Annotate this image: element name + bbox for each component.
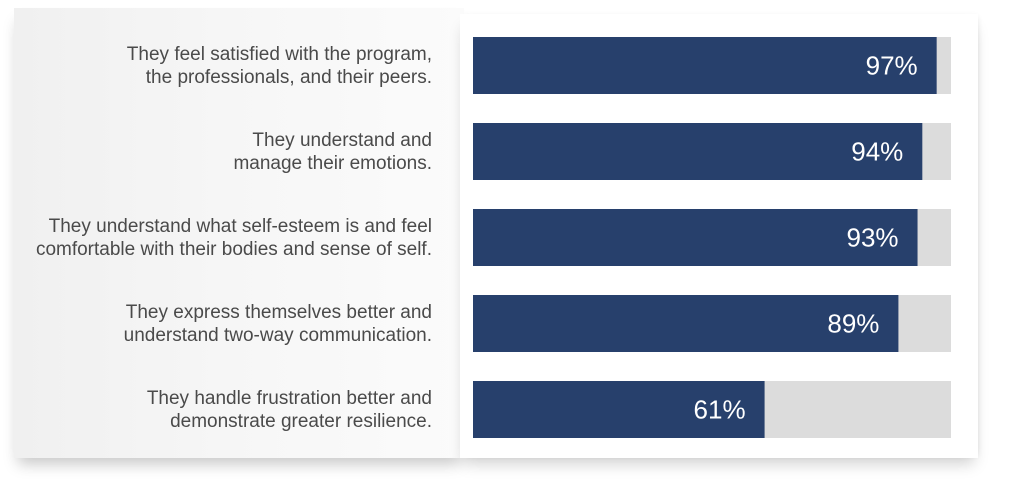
bar-value-label-5: 61% (694, 395, 746, 425)
category-label-1-line-1: They feel satisfied with the program, (127, 44, 432, 65)
category-label-5-line-2: demonstrate greater resilience. (170, 411, 432, 432)
category-label-2: They understand and manage their emotions… (233, 130, 432, 174)
category-label-4-line-2: understand two-way communication. (124, 325, 432, 346)
category-label-4: They express themselves better and unders… (124, 302, 432, 346)
bar-5 (473, 381, 765, 438)
bar-2 (473, 123, 923, 180)
bar-value-label-4: 89% (827, 309, 879, 339)
category-label-1: They feel satisfied with the program, the… (127, 44, 432, 88)
category-label-3: They understand what self-esteem is and … (36, 216, 432, 260)
bar-4 (473, 295, 899, 352)
bar-3 (473, 209, 918, 266)
category-label-4-line-1: They express themselves better and (126, 302, 432, 323)
category-label-5-line-1: They handle frustration better and (147, 388, 432, 409)
bar-value-label-2: 94% (851, 137, 903, 167)
labels-panel (14, 8, 464, 458)
bar-value-label-3: 93% (846, 223, 898, 253)
category-label-1-line-2: the professionals, and their peers. (146, 67, 432, 88)
category-label-3-line-1: They understand what self-esteem is and … (49, 216, 432, 237)
category-label-5: They handle frustration better and demons… (147, 388, 432, 432)
category-label-2-line-2: manage their emotions. (233, 153, 432, 174)
bar-1 (473, 37, 937, 94)
category-label-2-line-1: They understand and (252, 130, 432, 151)
bar-value-label-1: 97% (866, 51, 918, 81)
category-label-3-line-2: comfortable with their bodies and sense … (36, 239, 432, 260)
